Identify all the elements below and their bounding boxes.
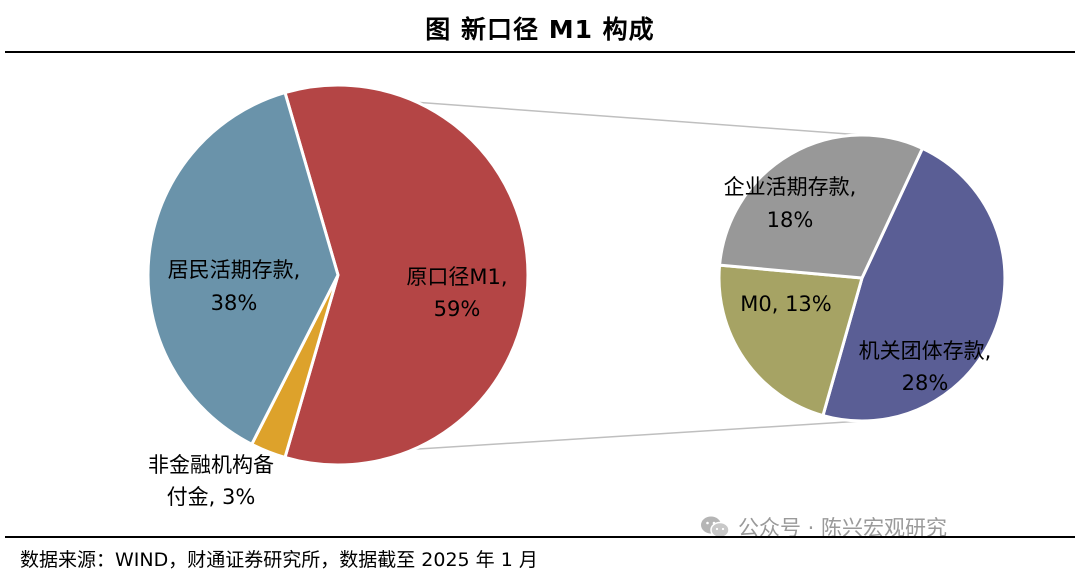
left-pie-slice-0 [283,83,530,467]
label-m1-pct: 59% [434,297,481,321]
right-pie-slice-2 [718,133,924,280]
right-pie [717,133,1007,423]
left-pie [146,83,530,467]
label-gov-name: 机关团体存款, [859,339,992,363]
label-corp-pct: 18% [767,208,814,232]
label-m1-name: 原口径M1, [406,265,507,289]
top-rule [5,51,1075,53]
label-reserve-line1: 非金融机构备 [148,453,274,477]
label-gov-pct: 28% [902,371,949,395]
bottom-rule [5,536,1075,538]
label-m0: M0, 13% [740,292,832,316]
label-corp-name: 企业活期存款, [724,175,857,199]
right-pie-slice-1 [717,263,864,418]
label-reserve-line2: 付金, 3% [167,485,256,509]
left-pie-slice-2 [146,91,340,446]
label-household-pct: 38% [211,291,258,315]
right-pie-slice-0 [821,146,1007,423]
chart-title: 图 新口径 M1 构成 [425,15,655,44]
label-household-name: 居民活期存款, [168,258,301,282]
source-note: 数据来源：WIND，财通证券研究所，数据截至 2025 年 1 月 [20,549,538,571]
